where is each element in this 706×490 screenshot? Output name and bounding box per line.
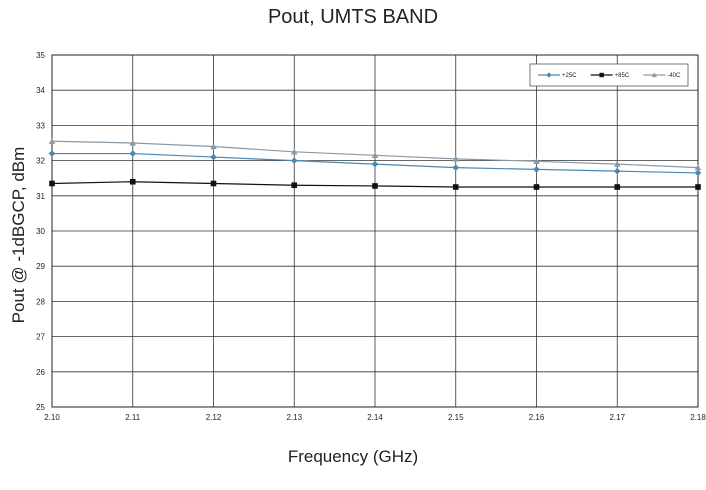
- x-tick-label: 2.12: [206, 413, 222, 422]
- data-point: [452, 184, 459, 190]
- data-point: [546, 72, 552, 78]
- data-point: [210, 153, 217, 161]
- y-tick-label: 34: [36, 86, 45, 95]
- data-point: [290, 157, 298, 164]
- x-tick-label: 2.14: [367, 413, 383, 422]
- data-point: [613, 167, 621, 175]
- data-point: [651, 72, 657, 78]
- x-tick-label: 2.18: [690, 413, 706, 422]
- chart-title: Pout, UMTS BAND: [267, 6, 439, 28]
- data-point: [210, 143, 217, 150]
- x-tick-label: 2.11: [125, 413, 141, 422]
- legend: +25C +85C -40C: [529, 63, 689, 87]
- y-tick-label: 35: [36, 51, 45, 60]
- data-point: [694, 169, 702, 177]
- data-point: [129, 178, 136, 185]
- data-point: [533, 166, 540, 173]
- data-point: [291, 182, 298, 189]
- y-tick-label: 31: [36, 192, 45, 201]
- data-point: [129, 139, 137, 146]
- y-tick-label: 25: [36, 403, 45, 412]
- grid: [51, 54, 699, 408]
- data-point: [210, 180, 217, 187]
- data-point: [613, 160, 621, 167]
- x-tick-label: 2.10: [44, 413, 60, 422]
- data-point: [452, 164, 460, 171]
- x-tick-label: 2.16: [529, 413, 545, 422]
- data-point: [48, 150, 56, 157]
- data-point: [129, 150, 137, 157]
- legend-label: +85C: [615, 73, 630, 79]
- tick-labels: 2.10 2.11 2.12 2.13 2.14 2.15 2.16 2.17 2.18 25 26…: [36, 51, 706, 422]
- y-tick-label: 26: [36, 368, 45, 377]
- y-tick-label: 27: [36, 333, 45, 342]
- x-tick-label: 2.15: [448, 413, 464, 422]
- data-point: [290, 148, 298, 155]
- y-tick-label: 33: [36, 121, 45, 130]
- series--40C: [48, 137, 702, 171]
- data-point: [371, 160, 379, 168]
- series-+25C: [48, 150, 702, 177]
- data-point: [452, 155, 460, 162]
- legend-label: -40C: [667, 73, 681, 79]
- y-tick-label: 32: [36, 157, 45, 166]
- data-point: [372, 183, 378, 189]
- x-tick-label: 2.13: [286, 413, 302, 422]
- data-point: [48, 137, 56, 144]
- y-tick-label: 28: [36, 297, 45, 306]
- data-point: [599, 72, 604, 78]
- series-+85C: [49, 178, 701, 190]
- legend-label: +25C: [562, 73, 577, 79]
- y-tick-label: 29: [36, 262, 45, 271]
- plot-frame: [51, 54, 699, 408]
- y-tick-label: 30: [36, 227, 45, 236]
- series-lines: [48, 137, 702, 190]
- data-point: [695, 184, 701, 190]
- data-point: [533, 158, 540, 164]
- data-point: [533, 184, 540, 190]
- x-tick-label: 2.17: [609, 413, 625, 422]
- data-point: [371, 152, 379, 158]
- data-point: [614, 184, 621, 190]
- data-point: [49, 180, 55, 187]
- data-point: [694, 164, 702, 171]
- x-axis-title: Frequency (GHz): [287, 447, 419, 466]
